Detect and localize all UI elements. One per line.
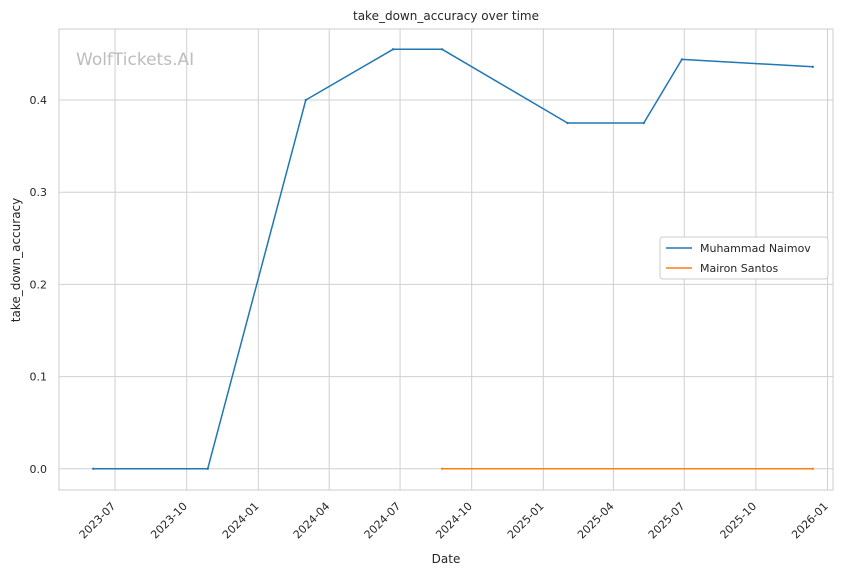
x-tick-label: 2025-04 (575, 500, 617, 542)
y-tick-label: 0.2 (30, 278, 48, 291)
y-tick-label: 0.0 (30, 463, 48, 476)
data-point-muhammad-naimov (642, 121, 645, 125)
data-point-muhammad-naimov (206, 467, 209, 470)
x-tick-label: 2024-10 (433, 500, 475, 542)
y-tick-label: 0.3 (30, 186, 48, 199)
x-tick-label: 2025-07 (646, 500, 688, 542)
watermark: WolfTickets.AI (76, 50, 194, 70)
data-point-mairon-santos (440, 467, 444, 470)
legend: Muhammad Naimov Mairon Santos (659, 236, 829, 280)
chart-title: take_down_accuracy over time (353, 9, 539, 23)
series-layer (92, 48, 814, 470)
data-point-muhammad-naimov (92, 467, 95, 470)
x-axis-title: Date (432, 552, 461, 566)
data-point-muhammad-naimov (680, 58, 684, 61)
legend-label-muhammad-naimov: Muhammad Naimov (700, 242, 811, 255)
legend-label-mairon-santos: Mairon Santos (700, 262, 779, 275)
y-tick-label: 0.1 (30, 371, 48, 384)
data-point-muhammad-naimov (811, 65, 814, 69)
x-tick-label: 2025-10 (718, 500, 760, 542)
y-axis-title: take_down_accuracy (9, 198, 23, 322)
x-tick-label: 2026-01 (789, 500, 831, 542)
data-point-muhammad-naimov (391, 48, 395, 51)
x-axis-ticks: 2023-07 2023-10 2024-01 2024-04 2024-07 2024-… (77, 500, 831, 542)
data-point-muhammad-naimov (566, 121, 569, 125)
y-tick-label: 0.4 (30, 94, 48, 107)
x-tick-label: 2024-01 (220, 500, 262, 542)
x-tick-label: 2023-07 (77, 500, 119, 542)
x-tick-label: 2024-07 (362, 500, 404, 542)
x-tick-label: 2023-10 (148, 500, 190, 542)
y-axis-ticks: 0.0 0.1 0.2 0.3 0.4 (30, 94, 48, 476)
data-point-mairon-santos (811, 467, 814, 470)
x-tick-label: 2025-01 (505, 500, 547, 542)
data-point-muhammad-naimov (304, 98, 308, 102)
data-point-muhammad-naimov (440, 48, 444, 51)
x-tick-label: 2024-04 (291, 500, 333, 542)
legend-box (659, 236, 829, 280)
